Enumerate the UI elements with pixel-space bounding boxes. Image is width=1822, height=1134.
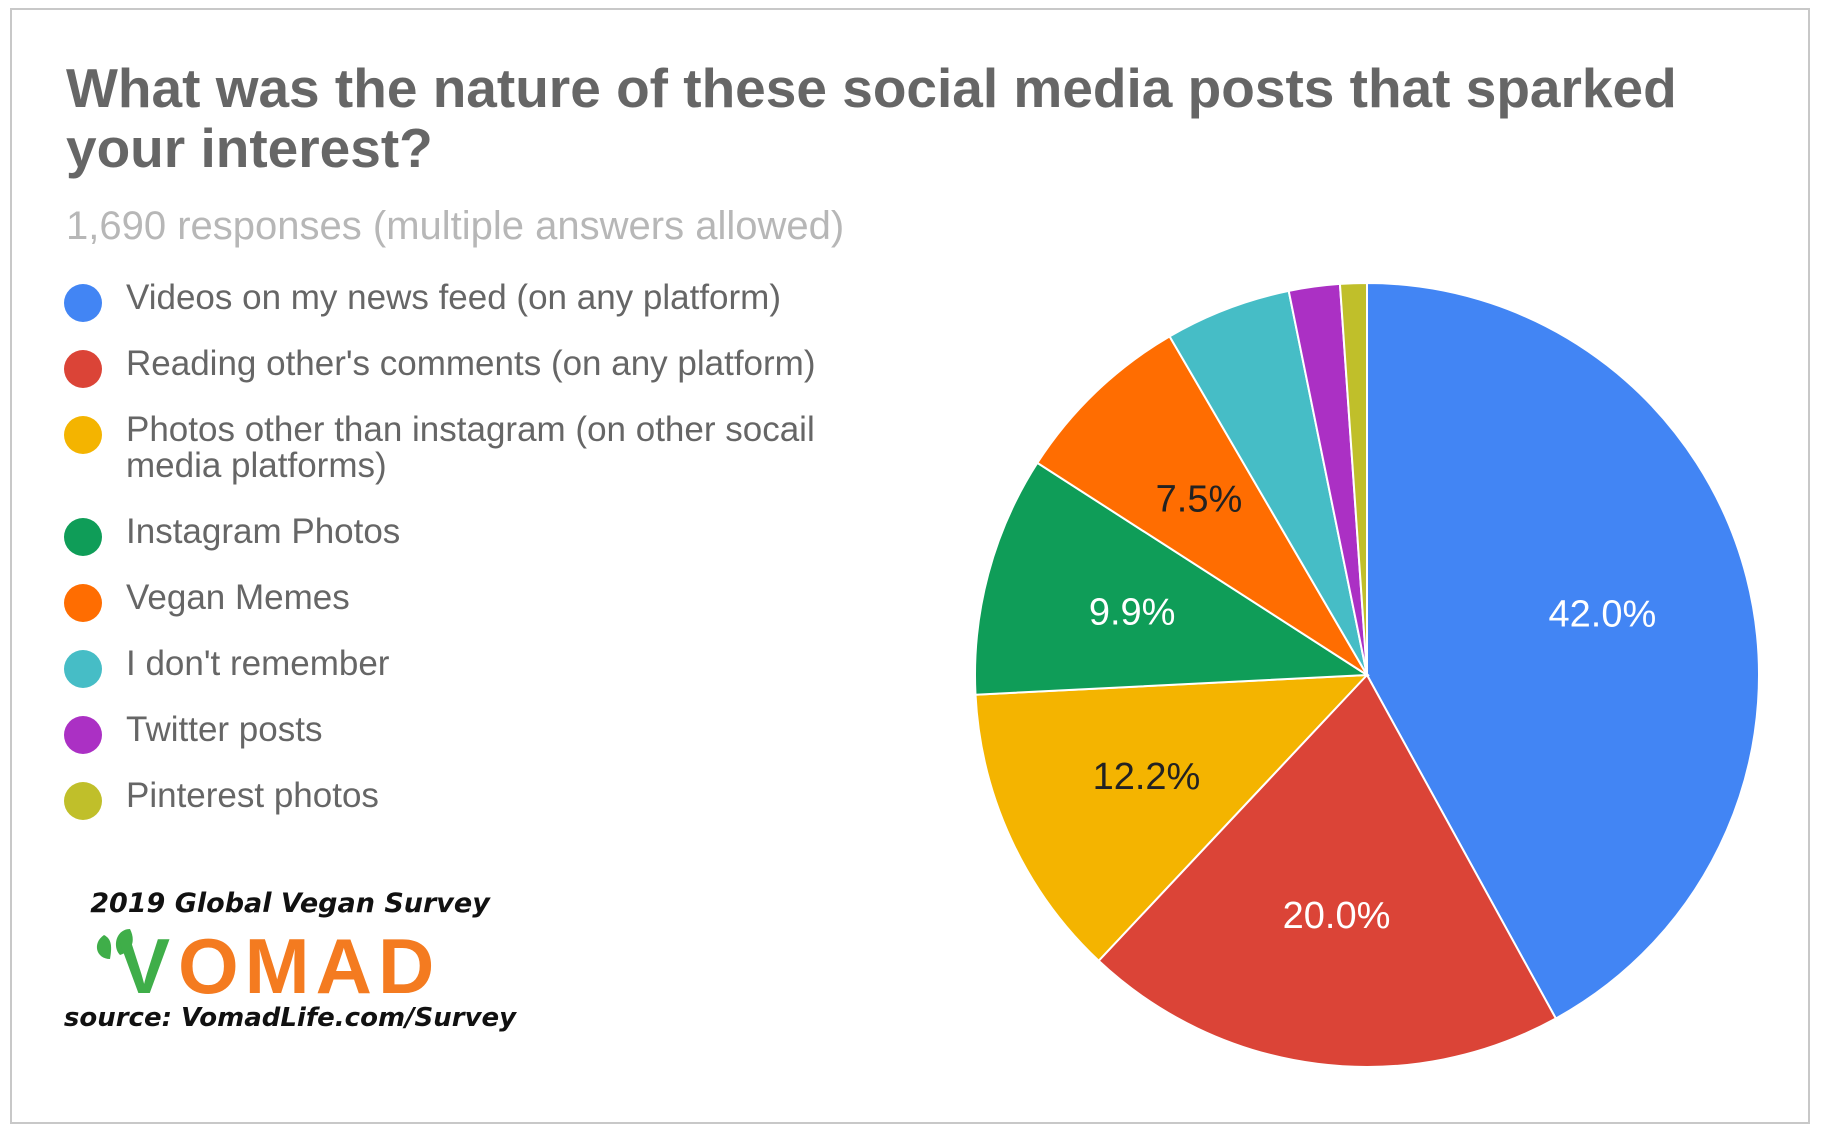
legend-item: Photos other than instagram (on other so…: [64, 412, 864, 484]
legend-swatch: [64, 716, 102, 754]
legend-item: Vegan Memes: [64, 578, 864, 622]
legend-label: Pinterest photos: [126, 776, 379, 815]
chart-legend: Videos on my news feed (on any platform)…: [64, 280, 864, 844]
legend-item: Instagram Photos: [64, 512, 864, 556]
legend-item: I don't remember: [64, 644, 864, 688]
slice-data-label: 20.0%: [1283, 895, 1391, 937]
legend-label: Videos on my news feed (on any platform): [126, 278, 781, 317]
survey-branding: 2019 Global Vegan Survey V OMAD source: …: [60, 888, 520, 1033]
legend-swatch: [64, 518, 102, 556]
pie-slice: [974, 673, 1370, 963]
pie-slice: [1035, 334, 1368, 676]
chart-title: What was the nature of these social medi…: [66, 57, 1677, 179]
pie-slice: [1366, 281, 1760, 1020]
legend-swatch: [64, 284, 102, 322]
legend-label: I don't remember: [126, 644, 390, 683]
legend-label: Photos other than instagram (on other so…: [126, 410, 815, 485]
svg-text:V: V: [118, 923, 170, 999]
leaf-icon: [96, 929, 133, 959]
survey-title: 2019 Global Vegan Survey: [90, 888, 490, 919]
legend-swatch: [64, 350, 102, 388]
legend-item: Pinterest photos: [64, 776, 864, 820]
svg-text:OMAD: OMAD: [178, 923, 440, 999]
pie-slice: [1338, 281, 1368, 676]
legend-swatch: [64, 782, 102, 820]
legend-swatch: [64, 416, 102, 454]
legend-item: Twitter posts: [64, 710, 864, 754]
slice-data-label: 9.9%: [1089, 591, 1176, 633]
legend-label: Reading other's comments (on any platfor…: [126, 344, 816, 383]
pie-slice: [1097, 673, 1558, 1068]
slice-data-label: 7.5%: [1156, 478, 1243, 520]
vomad-logo: V OMAD: [96, 923, 440, 999]
pie-slice: [974, 461, 1371, 696]
slice-data-label: 12.2%: [1093, 756, 1201, 798]
pie-chart: 42.0% 20.0% 12.2% 9.9% 7.5%: [974, 281, 1760, 1068]
legend-label: Instagram Photos: [126, 512, 401, 551]
legend-swatch: [64, 584, 102, 622]
legend-label: Vegan Memes: [126, 578, 350, 617]
legend-item: Videos on my news feed (on any platform): [64, 278, 864, 322]
slice-data-label: 42.0%: [1549, 594, 1657, 636]
survey-source: source: VomadLife.com/Survey: [63, 1003, 517, 1033]
legend-label: Twitter posts: [126, 710, 323, 749]
chart-subtitle: 1,690 responses (multiple answers allowe…: [66, 204, 845, 248]
legend-item: Reading other's comments (on any platfor…: [64, 344, 864, 388]
legend-swatch: [64, 650, 102, 688]
